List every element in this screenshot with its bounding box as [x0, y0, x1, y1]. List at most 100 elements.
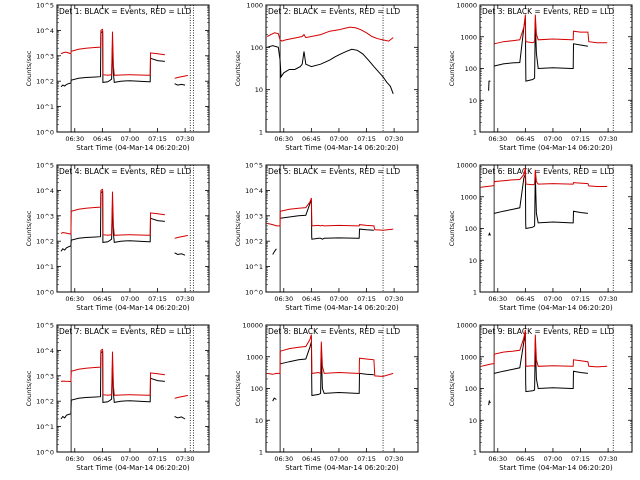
x-tick-label: 06:30	[488, 295, 507, 303]
y-tick-label: 10	[469, 97, 477, 105]
x-axis-label: Start Time (04-Mar-14 06:20:20)	[499, 144, 613, 152]
detector-panel-6: Det 6: BLACK = Events, RED = LLD 1 10 100 10…	[448, 162, 633, 312]
detector-panel-1: Det 1: BLACK = Events, RED = LLD 10^0 10^1…	[25, 2, 210, 152]
y-tick-label: 1000	[460, 353, 477, 361]
x-tick-label: 07:30	[176, 135, 195, 143]
chart-title: Det 2: BLACK = Events, RED = LLD	[268, 7, 400, 16]
y-tick-label: 10^4	[36, 27, 54, 35]
x-tick-label: 06:45	[93, 455, 112, 463]
plot-frame	[265, 4, 419, 133]
x-tick-label: 07:30	[385, 295, 404, 303]
y-axis-label: Counts/sec	[25, 370, 33, 406]
x-axis-label: Start Time (04-Mar-14 06:20:20)	[499, 464, 613, 472]
x-tick-label: 06:30	[65, 295, 84, 303]
series-line-events	[267, 45, 394, 94]
y-tick-label: 10^2	[36, 398, 54, 406]
y-tick-label: 10^5	[245, 162, 263, 170]
series-line-lld	[60, 28, 189, 79]
x-tick-label: 07:15	[357, 455, 376, 463]
y-tick-label: 10^3	[36, 212, 54, 220]
series-line-lld	[267, 197, 394, 231]
y-tick-label: 1	[473, 449, 477, 457]
x-axis-label: Start Time (04-Mar-14 06:20:20)	[285, 304, 399, 312]
y-axis-label: Counts/sec	[234, 210, 242, 246]
y-tick-label: 10^5	[36, 2, 54, 10]
x-tick-label: 07:15	[571, 295, 590, 303]
plot-frame	[265, 324, 419, 453]
x-tick-label: 07:30	[599, 135, 618, 143]
y-tick-label: 10^4	[36, 187, 54, 195]
series-line-lld	[60, 188, 189, 239]
chart-title: Det 1: BLACK = Events, RED = LLD	[59, 7, 191, 16]
x-tick-label: 06:45	[302, 455, 321, 463]
x-tick-label: 07:00	[121, 135, 140, 143]
x-tick-label: 06:45	[516, 295, 535, 303]
y-axis-label: Counts/sec	[234, 50, 242, 86]
x-tick-label: 06:45	[93, 295, 112, 303]
x-tick-label: 06:30	[274, 135, 293, 143]
series-line-events	[60, 190, 186, 256]
y-tick-label: 10^4	[245, 187, 263, 195]
chart-title: Det 6: BLACK = Events, RED = LLD	[482, 167, 614, 176]
x-tick-label: 07:00	[330, 295, 349, 303]
x-tick-label: 07:15	[357, 295, 376, 303]
y-tick-label: 10^1	[36, 103, 54, 111]
y-tick-label: 10	[255, 86, 263, 94]
y-tick-label: 10000	[456, 322, 477, 330]
series-line-events	[488, 17, 588, 91]
y-tick-label: 1000	[460, 33, 477, 41]
detector-panel-9: Det 9: BLACK = Events, RED = LLD 1 10 100 10…	[448, 322, 633, 472]
series-line-lld	[494, 14, 608, 45]
x-axis-label: Start Time (04-Mar-14 06:20:20)	[76, 144, 190, 152]
x-tick-label: 06:30	[274, 295, 293, 303]
y-axis-label: Counts/sec	[448, 210, 456, 246]
y-tick-label: 10	[469, 417, 477, 425]
x-tick-label: 06:30	[488, 135, 507, 143]
y-axis-label: Counts/sec	[448, 50, 456, 86]
y-tick-label: 1	[259, 449, 263, 457]
y-tick-label: 1000	[246, 353, 263, 361]
y-tick-label: 10^1	[36, 263, 54, 271]
x-tick-label: 06:45	[93, 135, 112, 143]
x-axis-label: Start Time (04-Mar-14 06:20:20)	[499, 304, 613, 312]
chart-title: Det 5: BLACK = Events, RED = LLD	[268, 167, 400, 176]
y-tick-label: 1	[473, 289, 477, 297]
detector-panel-5: Det 5: BLACK = Events, RED = LLD 10^0 10^1…	[234, 162, 419, 312]
y-tick-label: 10^0	[245, 289, 263, 297]
y-tick-label: 1000	[460, 193, 477, 201]
x-axis-label: Start Time (04-Mar-14 06:20:20)	[285, 464, 399, 472]
y-tick-label: 1	[473, 129, 477, 137]
x-tick-label: 07:15	[148, 455, 167, 463]
x-tick-label: 06:45	[302, 295, 321, 303]
x-axis-label: Start Time (04-Mar-14 06:20:20)	[76, 464, 190, 472]
x-tick-label: 07:15	[571, 135, 590, 143]
chart-title: Det 3: BLACK = Events, RED = LLD	[482, 7, 614, 16]
detector-panel-4: Det 4: BLACK = Events, RED = LLD 10^0 10^1…	[25, 162, 210, 312]
y-tick-label: 10^4	[36, 347, 54, 355]
y-tick-label: 100	[251, 385, 263, 393]
series-line-events	[488, 174, 588, 236]
series-line-events	[272, 341, 374, 402]
y-tick-label: 100	[251, 44, 263, 52]
series-line-events	[60, 30, 186, 88]
y-axis-label: Counts/sec	[25, 210, 33, 246]
plot-frame	[265, 164, 419, 293]
y-axis-label: Counts/sec	[448, 370, 456, 406]
x-axis-label: Start Time (04-Mar-14 06:20:20)	[76, 304, 190, 312]
y-tick-label: 1000	[246, 2, 263, 10]
y-tick-label: 10^0	[36, 289, 54, 297]
y-tick-label: 10	[469, 257, 477, 265]
plot-frame	[479, 4, 633, 133]
y-tick-label: 10^2	[36, 238, 54, 246]
x-tick-label: 07:30	[599, 295, 618, 303]
detector-panel-8: Det 8: BLACK = Events, RED = LLD 1 10 100 10…	[234, 322, 419, 472]
series-line-events	[60, 350, 186, 420]
chart-title: Det 8: BLACK = Events, RED = LLD	[268, 327, 400, 336]
y-axis-label: Counts/sec	[25, 50, 33, 86]
y-tick-label: 10^5	[36, 322, 54, 330]
y-tick-label: 10^0	[36, 449, 54, 457]
series-line-lld	[60, 348, 189, 399]
y-tick-label: 10^2	[36, 78, 54, 86]
x-tick-label: 07:00	[544, 135, 563, 143]
x-tick-label: 07:15	[357, 135, 376, 143]
